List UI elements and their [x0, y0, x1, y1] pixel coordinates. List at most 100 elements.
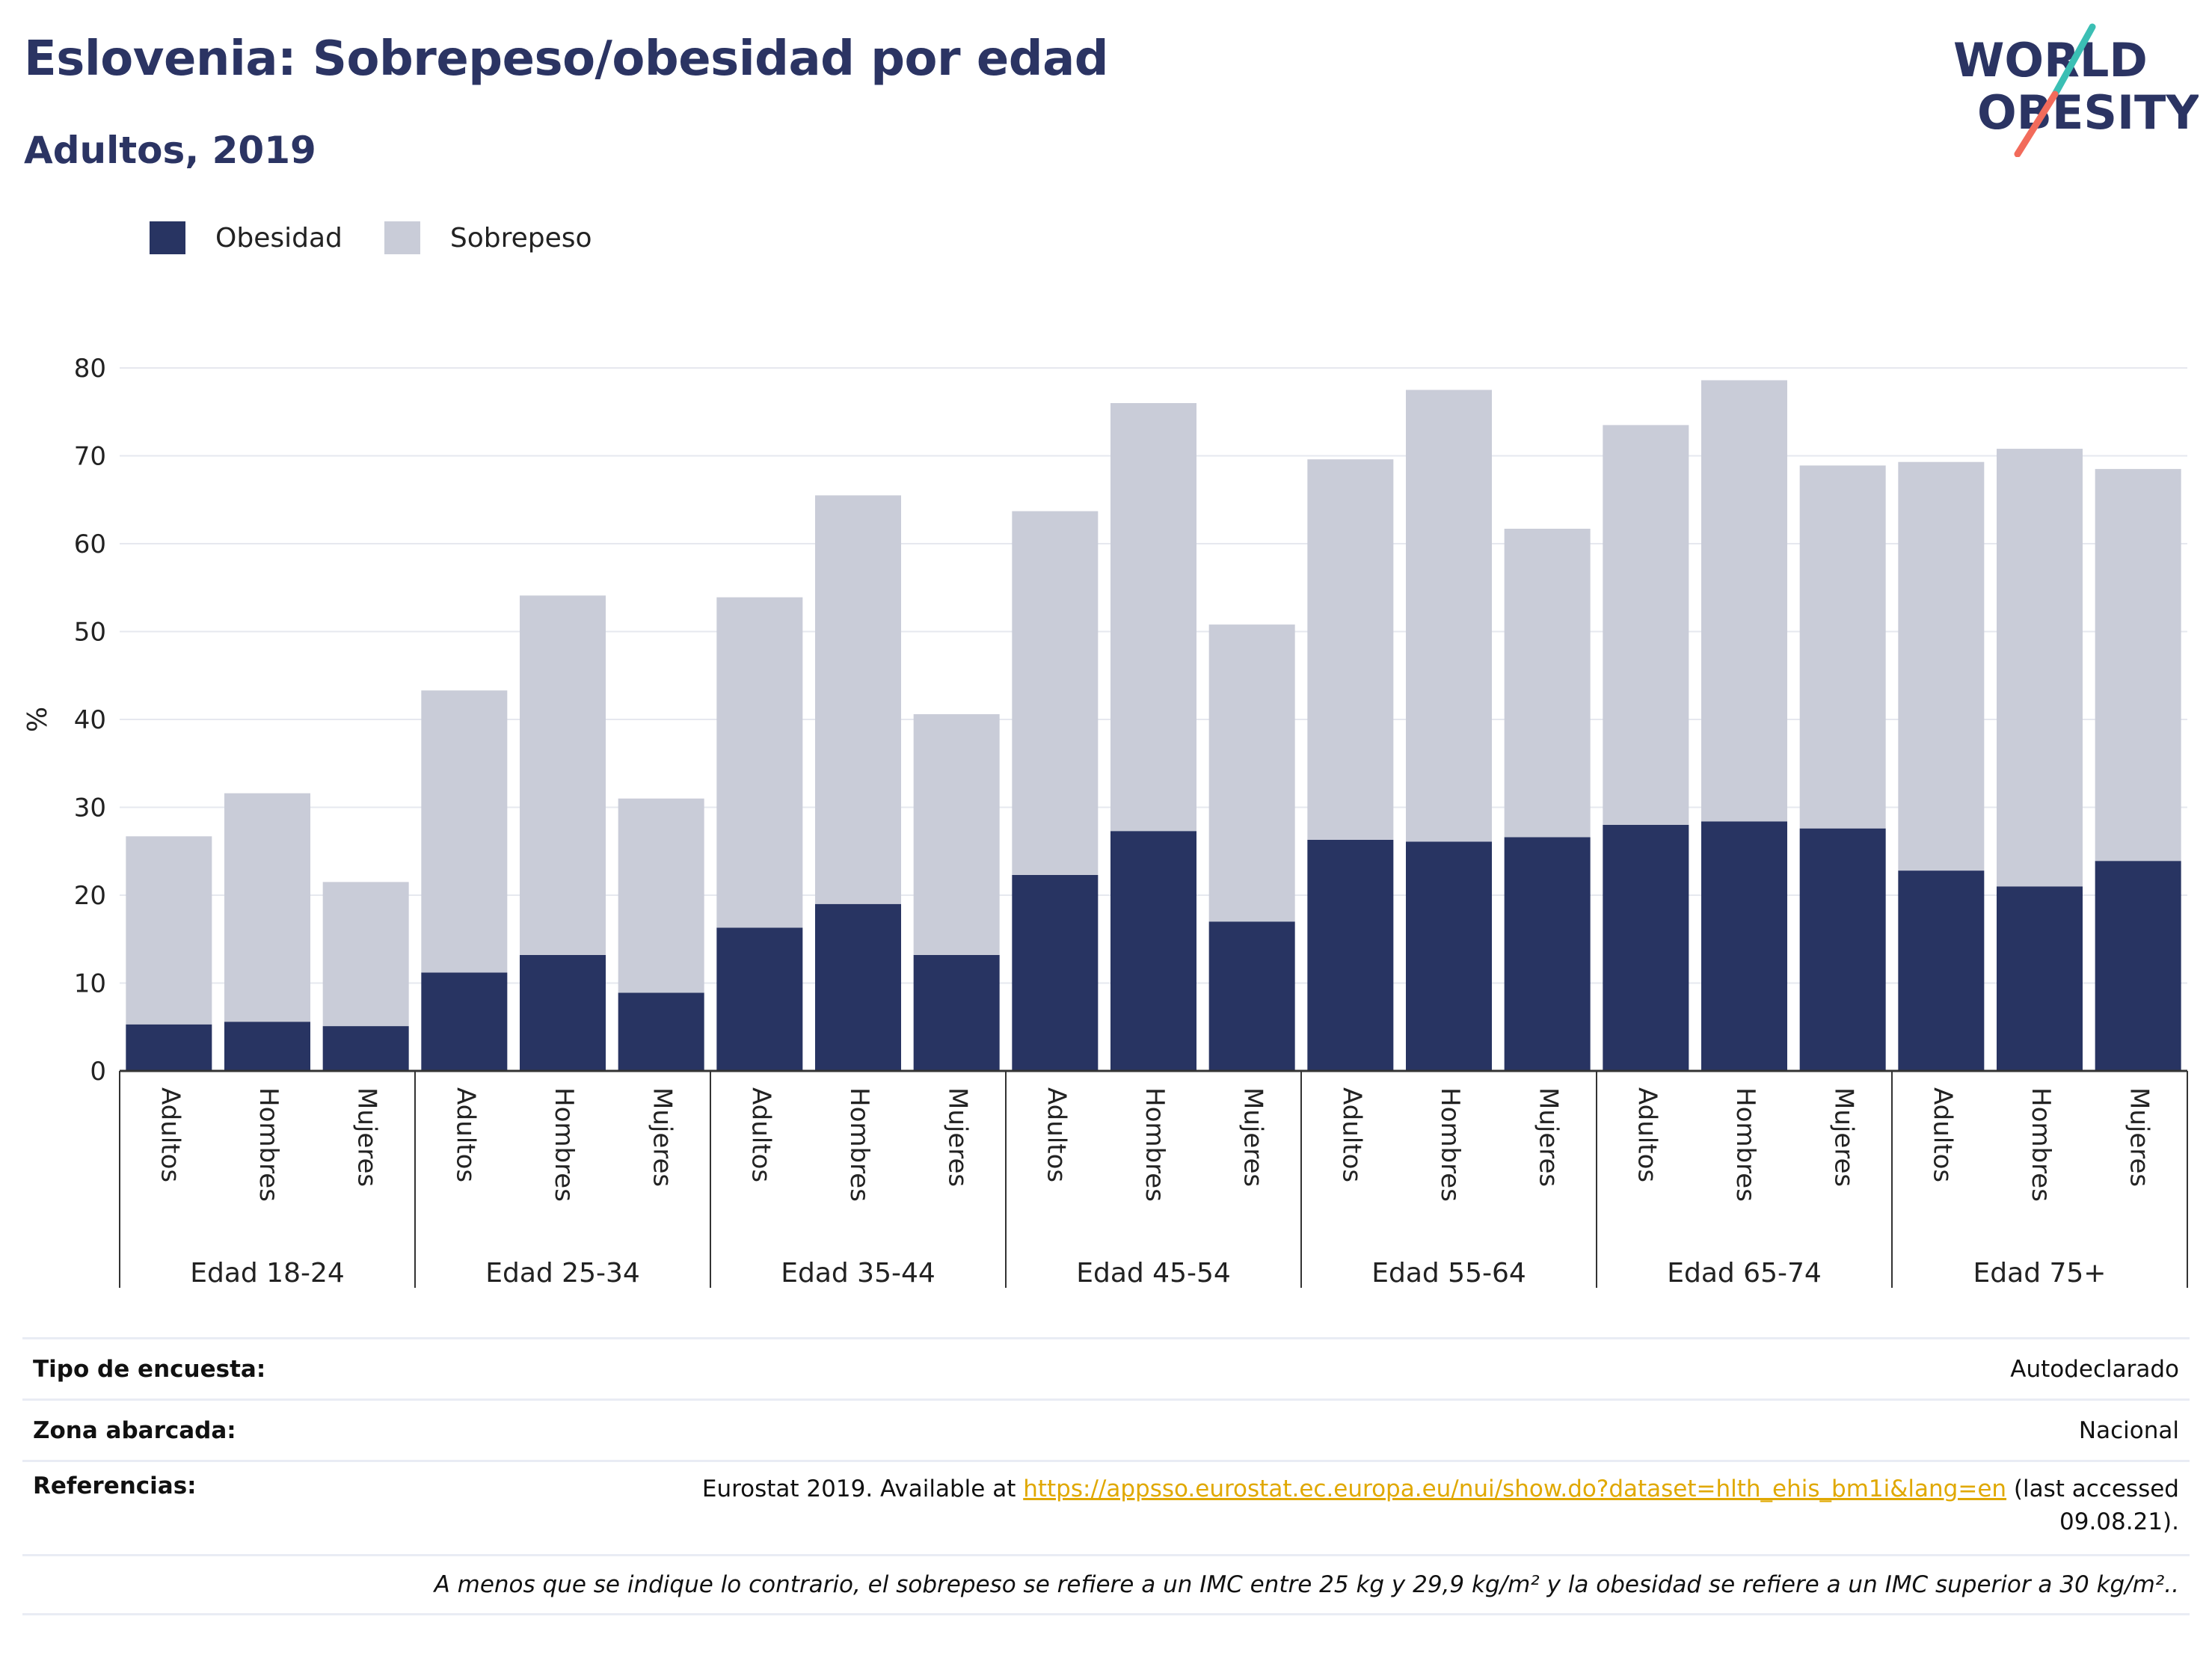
legend-item-obesity: Obesidad: [150, 221, 342, 254]
bar-obesity: [1603, 825, 1689, 1071]
definition-note: A menos que se indique lo contrario, el …: [434, 1571, 2179, 1598]
legend-swatch-overweight: [384, 221, 420, 254]
x-group-label: Edad 18-24: [190, 1258, 345, 1289]
y-tick-label: 20: [74, 881, 106, 911]
info-row-note: A menos que se indique lo contrario, el …: [22, 1554, 2190, 1615]
bar-obesity: [322, 1026, 409, 1071]
bar-obesity: [520, 954, 606, 1071]
x-subcategory-label: Mujeres: [648, 1087, 678, 1187]
x-subcategory-label: Adultos: [1927, 1087, 1957, 1182]
x-subcategory-label: Mujeres: [1534, 1087, 1564, 1187]
bar-overweight: [1603, 425, 1689, 825]
x-group-label: Edad 55-64: [1371, 1258, 1526, 1289]
survey-type-value: Autodeclarado: [2010, 1355, 2179, 1383]
y-tick-label: 50: [74, 618, 106, 648]
bar-obesity: [421, 972, 508, 1071]
x-group-label: Edad 65-74: [1667, 1258, 1822, 1289]
bar-obesity: [618, 992, 704, 1071]
x-subcategory-label: Mujeres: [1238, 1087, 1268, 1187]
x-subcategory-label: Adultos: [1336, 1087, 1366, 1182]
bar-overweight: [1307, 459, 1394, 840]
y-tick-label: 70: [74, 442, 106, 472]
x-subcategory-label: Hombres: [1140, 1087, 1170, 1202]
page-subtitle: Adultos, 2019: [24, 129, 316, 172]
bar-overweight: [1701, 380, 1787, 822]
y-tick-label: 10: [74, 969, 106, 999]
bar-overweight: [1208, 624, 1295, 922]
bar-overweight: [1110, 403, 1196, 832]
bar-obesity: [716, 927, 803, 1071]
x-subcategory-label: Adultos: [746, 1087, 775, 1182]
survey-type-label: Tipo de encuesta:: [33, 1355, 266, 1383]
bar-overweight: [2095, 469, 2181, 862]
bar-obesity: [1701, 821, 1787, 1071]
x-group-label: Edad 35-44: [781, 1258, 936, 1289]
info-row-references: Referencias: Eurostat 2019. Available at…: [22, 1460, 2190, 1554]
world-obesity-logo: WORLD OBESITY: [1953, 23, 2199, 157]
bar-overweight: [815, 495, 901, 904]
legend-label-obesity: Obesidad: [215, 222, 342, 254]
bar-obesity: [1208, 921, 1295, 1071]
x-subcategory-label: Mujeres: [352, 1087, 382, 1187]
bar-overweight: [618, 798, 704, 993]
y-axis-label: %: [22, 707, 53, 732]
area-value: Nacional: [2078, 1416, 2179, 1444]
bar-overweight: [322, 882, 409, 1027]
bar-overweight: [716, 597, 803, 928]
bar-obesity: [1110, 831, 1196, 1071]
bar-obesity: [913, 954, 1000, 1071]
logo-text-world: WORLD: [1953, 33, 2148, 87]
x-subcategory-label: Adultos: [1632, 1087, 1662, 1182]
y-tick-label: 30: [74, 793, 106, 823]
x-subcategory-label: Hombres: [254, 1087, 283, 1202]
y-tick-label: 0: [90, 1057, 106, 1087]
references-prefix: Eurostat 2019. Available at: [701, 1476, 1024, 1502]
bar-overweight: [224, 793, 310, 1022]
x-subcategory-label: Mujeres: [2125, 1087, 2154, 1187]
bar-obesity: [224, 1022, 310, 1071]
logo-slash-coral: [2014, 90, 2059, 157]
bar-overweight: [126, 836, 212, 1025]
y-tick-label: 80: [74, 354, 106, 384]
legend-swatch-obesity: [150, 221, 185, 254]
references-value: Eurostat 2019. Available at https://apps…: [609, 1473, 2179, 1554]
bar-obesity: [1012, 874, 1099, 1071]
x-subcategory-label: Hombres: [1730, 1087, 1760, 1202]
bar-overweight: [1898, 461, 1985, 871]
x-subcategory-label: Adultos: [450, 1087, 480, 1182]
chart-legend: Obesidad Sobrepeso: [150, 221, 634, 254]
bar-obesity: [1799, 828, 1886, 1071]
info-row-area: Zona abarcada: Nacional: [22, 1398, 2190, 1460]
info-row-survey: Tipo de encuesta: Autodeclarado: [22, 1337, 2190, 1398]
references-link[interactable]: https://appsso.eurostat.ec.europa.eu/nui…: [1023, 1476, 2007, 1502]
logo-slash-teal: [2051, 23, 2096, 98]
bar-obesity: [1406, 841, 1492, 1071]
x-subcategory-label: Mujeres: [943, 1087, 973, 1187]
bar-overweight: [421, 690, 508, 973]
x-group-label: Edad 25-34: [485, 1258, 640, 1289]
x-subcategory-label: Hombres: [2026, 1087, 2056, 1202]
bar-obesity: [1997, 886, 2083, 1071]
bar-overweight: [1799, 465, 1886, 829]
x-subcategory-label: Adultos: [1041, 1087, 1071, 1182]
legend-label-overweight: Sobrepeso: [449, 222, 592, 254]
bar-overweight: [1012, 511, 1099, 875]
x-group-label: Edad 45-54: [1076, 1258, 1231, 1289]
x-group-label: Edad 75+: [1973, 1258, 2107, 1289]
x-subcategory-label: Mujeres: [1829, 1087, 1859, 1187]
y-tick-label: 40: [74, 705, 106, 735]
logo-text-obesity: OBESITY: [1977, 85, 2199, 140]
area-label: Zona abarcada:: [33, 1416, 236, 1444]
bar-obesity: [1504, 837, 1591, 1071]
x-subcategory-label: Hombres: [549, 1087, 579, 1202]
x-subcategory-label: Hombres: [844, 1087, 874, 1202]
references-label: Referencias:: [33, 1473, 197, 1499]
legend-item-overweight: Sobrepeso: [384, 221, 592, 254]
bar-overweight: [520, 595, 606, 955]
bar-overweight: [1997, 449, 2083, 887]
references-suffix: (last accessed 09.08.21).: [2006, 1476, 2179, 1535]
bar-obesity: [1307, 839, 1394, 1071]
stacked-bar-chart: 0 10 20 30 40 50 60 70 80% Adultos Hombres Mujeres E…: [22, 354, 2188, 1289]
x-subcategory-label: Hombres: [1435, 1087, 1465, 1202]
info-table: Tipo de encuesta: Autodeclarado Zona aba…: [22, 1337, 2190, 1615]
